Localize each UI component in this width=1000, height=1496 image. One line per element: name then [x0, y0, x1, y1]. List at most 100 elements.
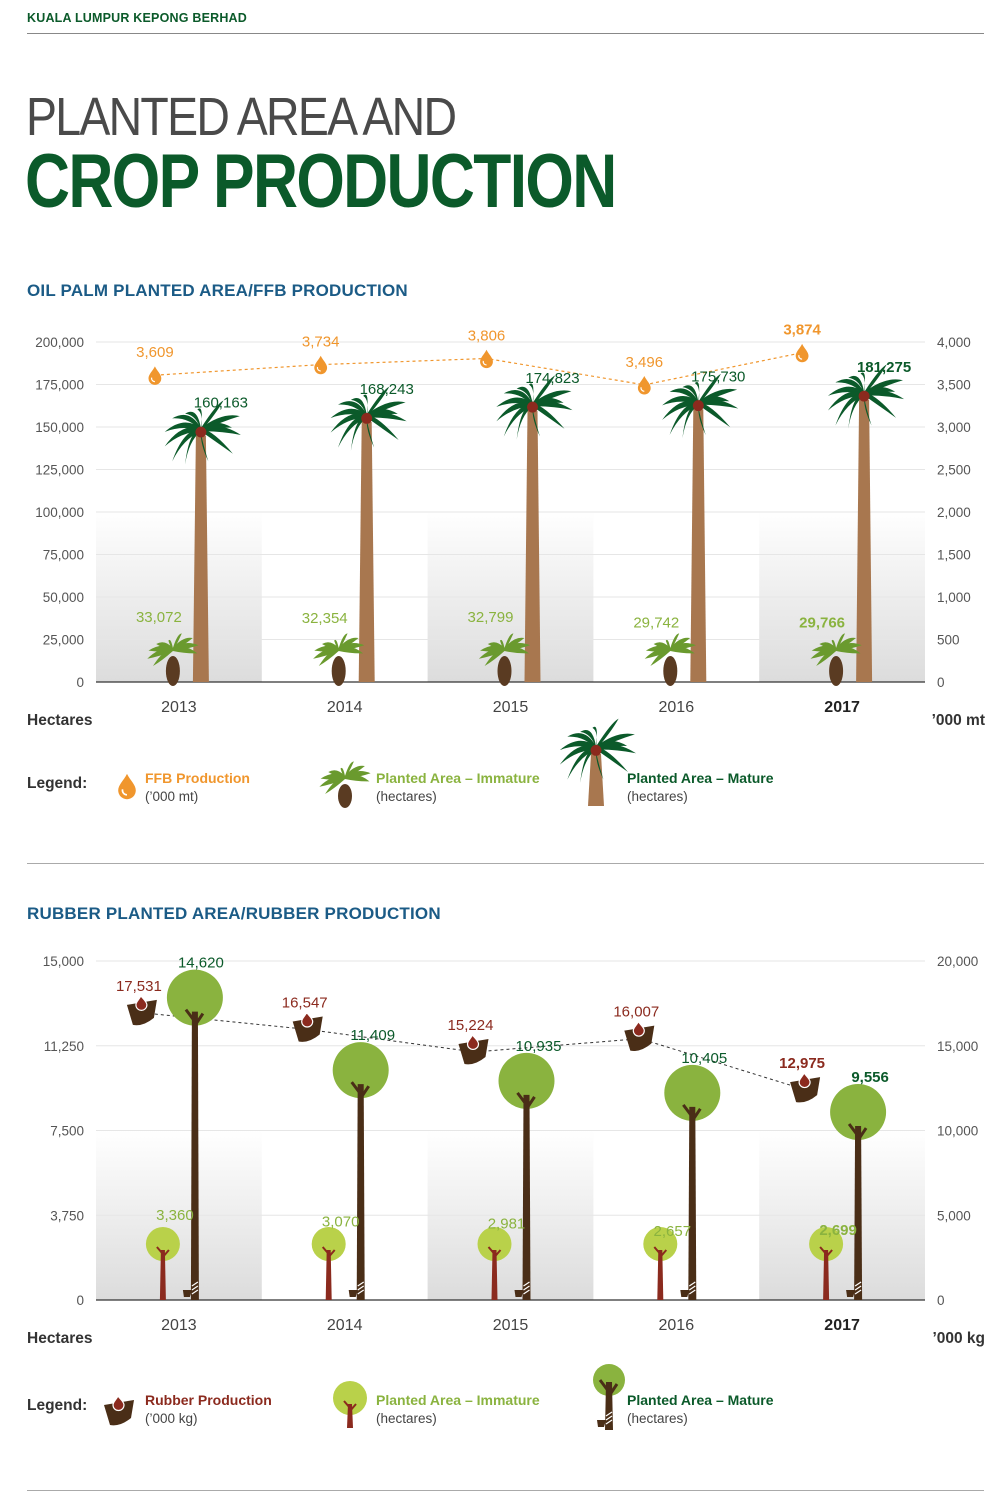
legend-immature-name: Planted Area – Immature: [376, 770, 540, 786]
immature-value-label: 29,766: [799, 614, 845, 631]
y-tick-left: 3,750: [50, 1208, 84, 1223]
y-tick-left: 0: [76, 1293, 84, 1308]
y-tick-left: 0: [76, 675, 84, 690]
y-tick-right: 1,000: [937, 590, 971, 605]
y-axis-title-right: ’000 mt: [932, 712, 985, 729]
legend-label: Legend:: [27, 1397, 87, 1414]
y-tick-left: 150,000: [35, 420, 84, 435]
ffb-point: [795, 343, 809, 363]
x-tick-label: 2015: [493, 699, 529, 716]
immature-palm-mark: [313, 633, 365, 686]
x-tick-label: 2017: [824, 699, 860, 716]
y-tick-left: 7,500: [50, 1124, 84, 1139]
immature-value-label: 2,657: [654, 1223, 692, 1240]
section-divider: [27, 863, 984, 864]
x-tick-label: 2014: [327, 699, 363, 716]
rubber-value-label: 16,547: [282, 995, 328, 1012]
immature-value-label: 33,072: [136, 609, 182, 626]
x-tick-label: 2015: [493, 1317, 529, 1334]
x-tick-label: 2014: [327, 1317, 363, 1334]
immature-value-label: 29,742: [633, 614, 679, 631]
mature-value-label: 10,935: [516, 1038, 562, 1055]
immature-value-label: 2,981: [488, 1216, 526, 1233]
mature-value-label: 168,243: [360, 381, 414, 398]
rubber-production-point: [126, 994, 157, 1026]
y-tick-right: 10,000: [937, 1124, 978, 1139]
palm-crown: [496, 375, 573, 440]
y-tick-right: 4,000: [937, 335, 971, 350]
y-tick-left: 200,000: [35, 335, 84, 350]
x-tick-label: 2016: [659, 699, 695, 716]
header-divider: [27, 33, 984, 34]
ffb-point: [637, 376, 651, 395]
y-tick-left: 15,000: [43, 954, 84, 969]
mature-value-label: 14,620: [178, 955, 224, 972]
y-tick-left: 125,000: [35, 463, 84, 478]
oil-palm-chart: 0 25,000 50,000 75,000 100,000 125,000 150,000…: [27, 322, 985, 808]
company-name: KUALA LUMPUR KEPONG BERHAD: [27, 11, 248, 25]
mature-rubber-mark: [332, 1042, 389, 1300]
immature-palm-mark: [478, 633, 531, 686]
rubber-chart-title: RUBBER PLANTED AREA/RUBBER PRODUCTION: [27, 904, 441, 923]
immature-value-label: 3,360: [156, 1207, 194, 1224]
immature-value-label: 3,070: [322, 1214, 360, 1231]
mature-value-label: 11,409: [350, 1027, 395, 1044]
y-tick-right: 0: [937, 675, 945, 690]
legend-mature-unit: (hectares): [627, 789, 688, 804]
legend-immature-unit: (hectares): [376, 1411, 437, 1426]
y-tick-left: 25,000: [43, 633, 84, 648]
immature-palm-mark: [644, 633, 696, 686]
ffb-value-label: 3,609: [136, 344, 174, 361]
legend-ffb-name: FFB Production: [145, 770, 250, 786]
y-tick-left: 75,000: [43, 548, 84, 563]
ffb-value-label: 3,806: [468, 327, 506, 344]
x-tick-label: 2017: [824, 1317, 860, 1334]
page-title-line-2: CROP PRODUCTION: [25, 139, 617, 224]
y-tick-right: 0: [937, 1293, 945, 1308]
shaded-band: [759, 510, 925, 682]
ffb-value-label: 3,874: [783, 322, 821, 339]
footer-divider: [27, 1490, 984, 1491]
y-tick-right: 2,000: [937, 505, 971, 520]
immature-rubber-mark: [477, 1227, 512, 1300]
legend-immature-name: Planted Area – Immature: [376, 1392, 540, 1408]
legend-rubber-name: Rubber Production: [145, 1392, 272, 1408]
legend-mature-unit: (hectares): [627, 1411, 688, 1426]
palm-crown: [164, 400, 241, 465]
mature-value-label: 181,275: [857, 359, 911, 376]
immature-palm-mark: [147, 633, 199, 686]
ffb-point: [314, 355, 328, 375]
mature-rubber-mark: [498, 1052, 555, 1300]
y-tick-left: 100,000: [35, 505, 84, 520]
rubber-value-label: 15,224: [448, 1017, 494, 1034]
y-tick-right: 2,500: [937, 463, 971, 478]
mature-value-label: 175,730: [691, 368, 745, 385]
mature-rubber-mark: [830, 1084, 887, 1300]
rubber-production-point: [292, 1011, 323, 1042]
x-tick-label: 2013: [161, 699, 197, 716]
mature-palm-mark: [330, 386, 407, 682]
x-tick-label: 2016: [659, 1317, 695, 1334]
mature-palm-mark: [164, 400, 241, 682]
ffb-point: [480, 349, 493, 369]
rubber-production-line: [142, 1012, 807, 1091]
legend-immature-unit: (hectares): [376, 789, 437, 804]
x-tick-label: 2013: [161, 1317, 197, 1334]
rubber-production-point: [624, 1020, 655, 1052]
ffb-point: [148, 366, 162, 385]
immature-rubber-mark: [643, 1227, 678, 1300]
y-tick-right: 20,000: [937, 954, 978, 969]
immature-value-label: 32,354: [302, 610, 348, 627]
legend-mature-name: Planted Area – Mature: [627, 770, 774, 786]
page-title-line-1: PLANTED AREA AND: [26, 87, 457, 147]
palm-crown: [559, 718, 636, 783]
mature-rubber-mark: [166, 969, 223, 1300]
legend-rubber-icon: [104, 1394, 134, 1426]
immature-rubber-mark: [145, 1227, 180, 1300]
mature-value-label: 10,405: [681, 1050, 727, 1067]
oil-palm-chart-title: OIL PALM PLANTED AREA/FFB PRODUCTION: [27, 281, 408, 300]
immature-rubber-mark: [809, 1227, 844, 1300]
shaded-band: [96, 510, 262, 682]
ffb-value-label: 3,734: [302, 334, 340, 351]
y-tick-left: 11,250: [44, 1039, 84, 1054]
